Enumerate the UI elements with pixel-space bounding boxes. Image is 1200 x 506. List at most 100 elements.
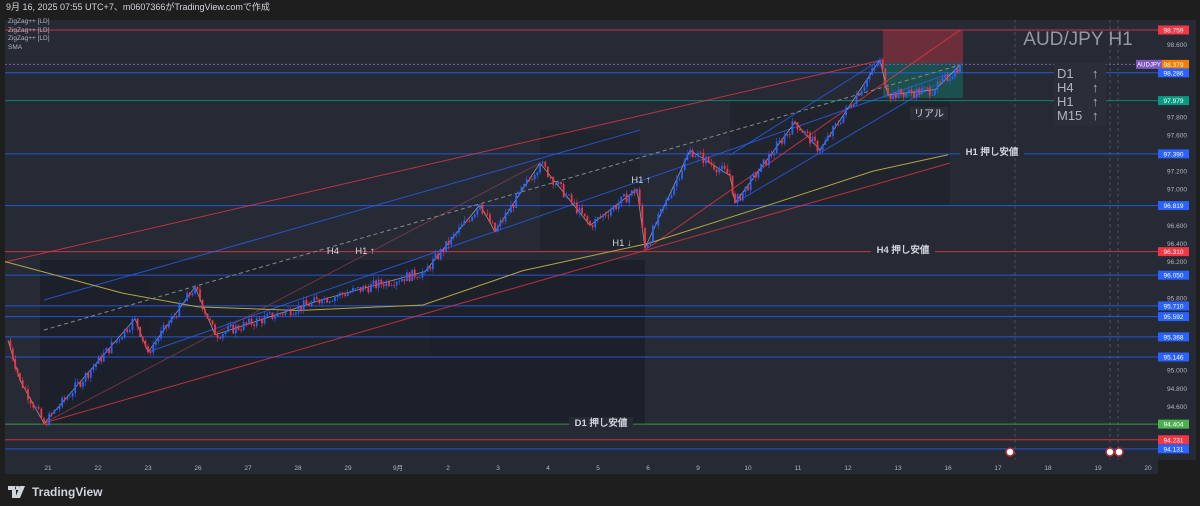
- candle: [100, 356, 103, 362]
- candle: [11, 348, 14, 360]
- candle: [866, 79, 868, 87]
- candle: [201, 299, 204, 310]
- candle: [141, 336, 144, 341]
- candle: [479, 204, 481, 210]
- candle: [523, 183, 526, 187]
- price-tick: 94.600: [1167, 404, 1187, 411]
- candle: [27, 389, 29, 400]
- candle: [300, 305, 303, 311]
- candle: [110, 342, 113, 354]
- candle: [654, 225, 657, 227]
- real-label-bg: [910, 107, 948, 120]
- price-tick: 97.200: [1167, 169, 1187, 176]
- candle: [380, 279, 383, 285]
- price-level-badge: [1158, 68, 1189, 78]
- candle: [536, 172, 539, 176]
- candle: [139, 326, 142, 337]
- trend-channel-line: [43, 129, 641, 301]
- candle: [341, 292, 344, 295]
- channel-zone: [540, 130, 640, 250]
- candle: [604, 214, 607, 216]
- candle: [21, 380, 24, 388]
- price-level-label: 98.379: [1164, 62, 1184, 69]
- real-label: リアル: [914, 109, 944, 120]
- economic-event-icon[interactable]: [1105, 447, 1115, 457]
- price-level-badge: [1158, 332, 1189, 342]
- candle: [37, 407, 40, 409]
- candle: [400, 278, 403, 282]
- candle: [250, 318, 253, 325]
- time-tick: 11: [795, 465, 802, 472]
- price-level-badge: [1158, 444, 1189, 454]
- annotation-label: H1 ↑: [631, 175, 651, 186]
- candle: [123, 329, 126, 338]
- candle: [333, 297, 336, 302]
- candle: [406, 272, 408, 282]
- candle: [318, 299, 321, 304]
- candle: [944, 75, 946, 78]
- candle: [646, 244, 649, 249]
- candle: [589, 221, 591, 226]
- legend-item[interactable]: ZigZag++ [LD]: [8, 18, 50, 25]
- price-level-label: 95.592: [1164, 314, 1184, 321]
- candle: [48, 413, 51, 426]
- candle: [949, 79, 951, 81]
- candle: [806, 131, 809, 133]
- time-tick: 12: [844, 465, 852, 472]
- candle: [271, 312, 274, 319]
- candle: [662, 205, 665, 210]
- legend-item[interactable]: SMA: [8, 43, 23, 51]
- candle: [617, 203, 620, 209]
- candle: [710, 162, 713, 165]
- candle: [502, 220, 504, 222]
- candle: [331, 301, 334, 302]
- candle: [623, 194, 625, 197]
- candle: [255, 318, 258, 327]
- candle: [528, 179, 531, 181]
- candle: [736, 194, 739, 203]
- candle: [721, 165, 723, 170]
- candle: [416, 277, 419, 279]
- candle: [321, 299, 323, 304]
- candle: [739, 194, 742, 201]
- candle: [570, 194, 573, 203]
- candle: [253, 324, 256, 327]
- candle: [136, 318, 139, 327]
- trend-timeframe: D1: [1057, 66, 1074, 81]
- candle: [884, 68, 887, 88]
- candle: [196, 286, 199, 290]
- candle: [855, 94, 858, 105]
- economic-event-icon[interactable]: [1005, 447, 1015, 457]
- price-axis: [1158, 20, 1196, 460]
- candle: [575, 202, 578, 214]
- annotation-label: H1 ↓: [612, 238, 632, 249]
- time-tick: 26: [194, 465, 202, 472]
- trend-arrow-up-icon: ↑: [1092, 108, 1099, 123]
- legend-item[interactable]: ZigZag++ [LD]: [8, 35, 50, 42]
- candle: [211, 320, 214, 325]
- candle: [762, 159, 765, 164]
- candle: [586, 216, 589, 222]
- candle: [76, 381, 79, 383]
- candle: [165, 325, 168, 328]
- symbol-tag: [1136, 59, 1162, 69]
- candle: [951, 76, 954, 80]
- price-tick: 97.000: [1167, 187, 1187, 194]
- economic-event-icon[interactable]: [1114, 447, 1124, 457]
- candle: [681, 170, 683, 179]
- footer-bar: [0, 475, 1200, 506]
- candle: [918, 88, 921, 95]
- tradingview-logo[interactable]: TradingView: [8, 485, 102, 499]
- candle: [447, 241, 450, 245]
- candle: [424, 271, 426, 273]
- candle: [809, 132, 811, 144]
- candle: [170, 316, 173, 323]
- candle: [437, 253, 439, 260]
- candle: [224, 331, 227, 334]
- candle: [232, 324, 235, 334]
- legend-item[interactable]: ZigZag++ [LD]: [8, 26, 50, 34]
- price-chart[interactable]: 21 22 23 26 27 28 29 9月 2 3 4 5 6 9 10 11 12 13 16 17 18 19 20…: [0, 15, 1200, 475]
- trend-channel-line: [43, 162, 541, 424]
- candle: [726, 168, 729, 174]
- candle: [58, 406, 61, 410]
